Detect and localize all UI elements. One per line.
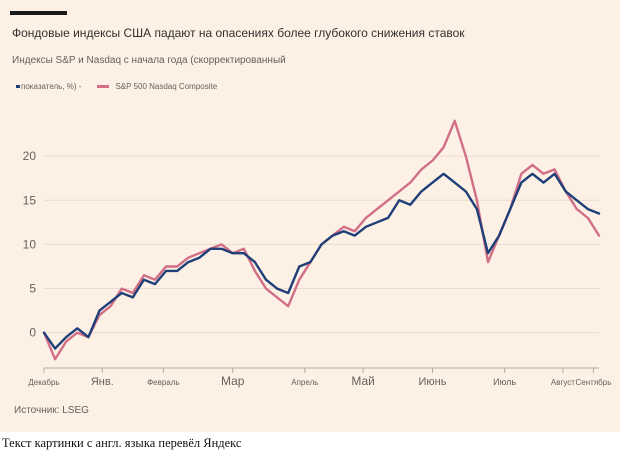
- line-chart: 0 5 10 15 20 Декабрь Янв. Февраль Мар Апрель Май Ию…: [23, 119, 612, 388]
- legend-text-first: показатель, %) -: [21, 82, 82, 91]
- y-tick-label: 0: [29, 326, 36, 340]
- x-tick-label: Сентябрь: [576, 378, 612, 387]
- x-tick-label: Июнь: [419, 376, 447, 388]
- x-tick-label: Июль: [493, 377, 516, 387]
- x-tick-label: Август: [551, 378, 575, 387]
- legend-swatch-nasdaq: [97, 85, 110, 89]
- chart-card: [0, 0, 620, 432]
- y-tick-label: 10: [23, 237, 37, 251]
- x-tick-label: Май: [351, 374, 375, 388]
- x-tick-label: Апрель: [291, 378, 318, 387]
- x-tick-label: Февраль: [147, 378, 180, 387]
- legend-swatch-sp500: [16, 85, 20, 89]
- y-tick-label: 5: [29, 282, 36, 296]
- translation-note: Текст картинки с англ. языка перевёл Янд…: [2, 436, 242, 450]
- x-tick-label: Мар: [221, 374, 245, 388]
- y-tick-label: 15: [23, 193, 37, 207]
- y-tick-label: 20: [23, 149, 37, 163]
- chart-title: Фондовые индексы США падают на опасениях…: [12, 26, 465, 40]
- chart-subtitle: Индексы S&P и Nasdaq с начала года (скор…: [12, 55, 286, 66]
- top-accent-bar: [10, 11, 67, 15]
- series-line-sp500: [42, 172, 601, 350]
- legend: показатель, %) - S&P 500 Nasdaq Composite: [16, 82, 217, 91]
- source-note: Источник: LSEG: [14, 405, 89, 416]
- legend-text-second: S&P 500 Nasdaq Composite: [115, 82, 218, 91]
- x-tick-label: Янв.: [91, 376, 114, 388]
- x-tick-label: Декабрь: [28, 378, 59, 387]
